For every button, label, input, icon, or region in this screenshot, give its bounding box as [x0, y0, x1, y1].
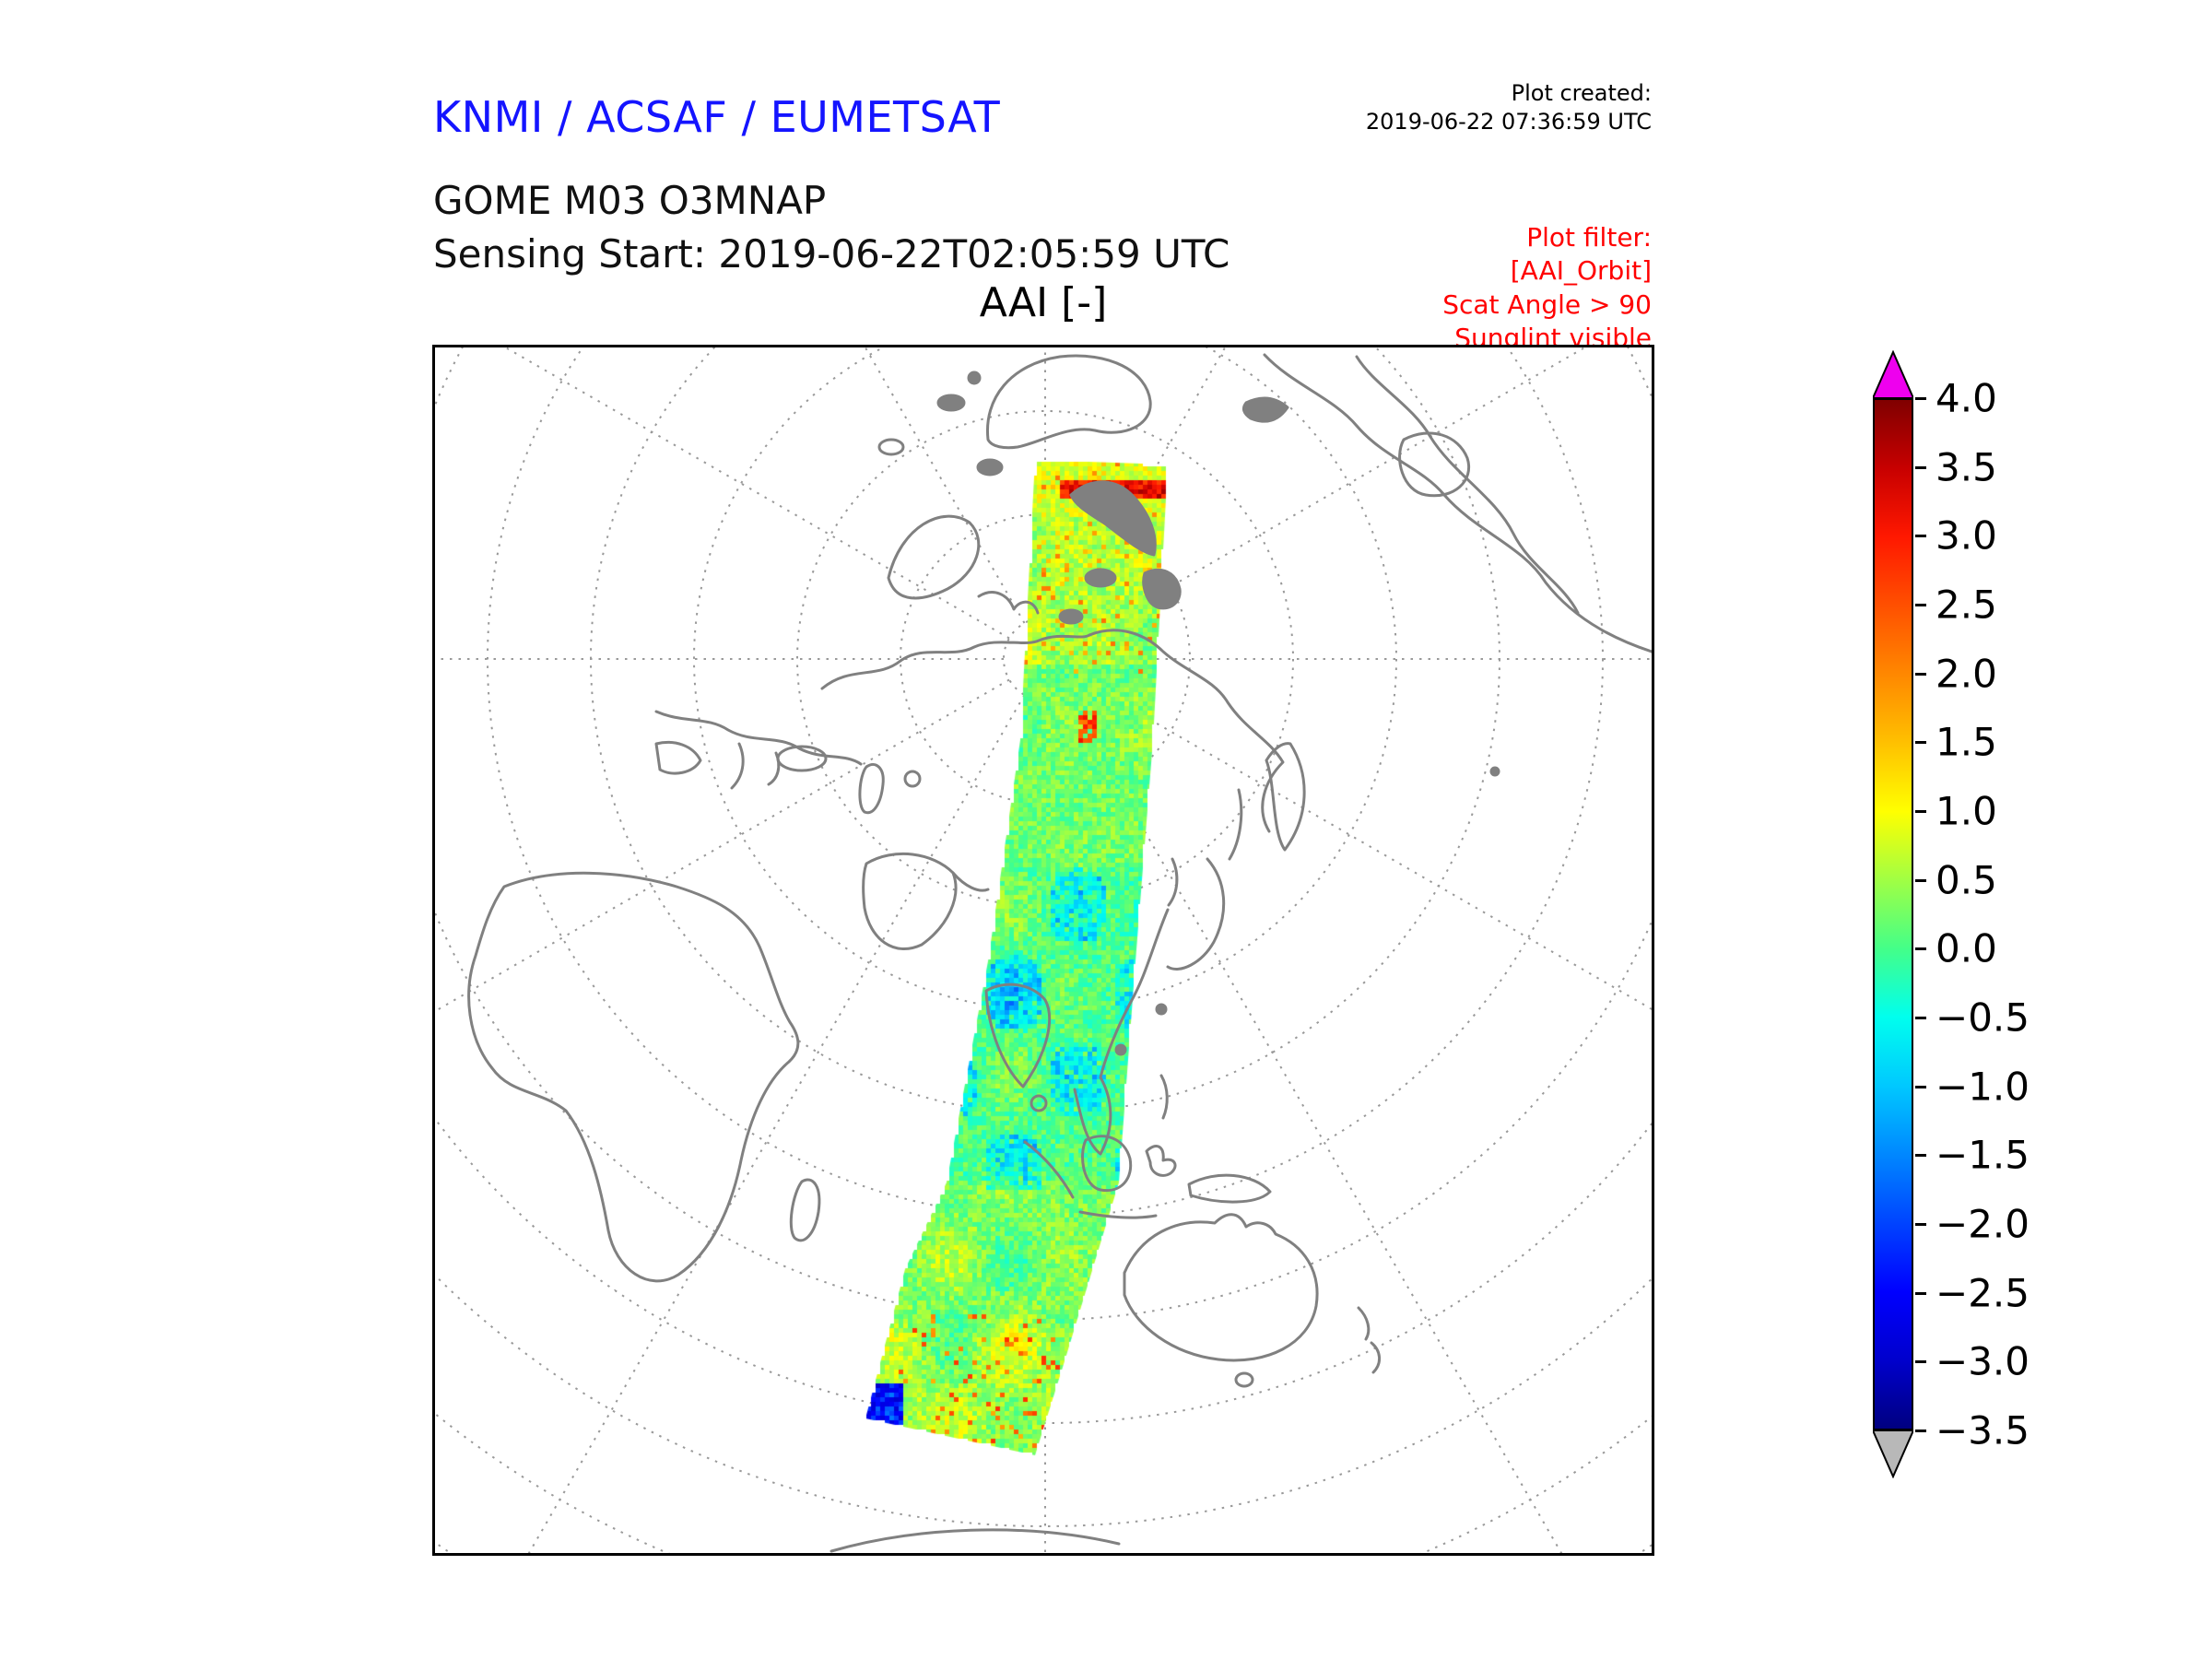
map-title: AAI [-]	[979, 279, 1108, 326]
colorbar-tick-mark	[1915, 1360, 1926, 1364]
coastline-kamchatka	[1265, 742, 1306, 852]
colorbar-tick-mark	[1915, 1017, 1926, 1019]
island-icon	[1241, 396, 1289, 423]
island-iceland	[877, 438, 905, 456]
colorbar-tick-label: −1.5	[1936, 1132, 2030, 1178]
sensing-start: Sensing Start: 2019-06-22T02:05:59 UTC	[433, 231, 1230, 276]
colorbar-tick-mark	[1915, 604, 1926, 606]
island-pacific	[1489, 766, 1500, 777]
coastline-arabia	[862, 852, 958, 950]
coastline-greenland	[985, 354, 1152, 450]
colorbar-tick-label: −3.5	[1936, 1407, 2030, 1453]
coastline-china	[1073, 908, 1170, 1156]
plot-filter-line: Scat Angle > 90	[1442, 288, 1652, 320]
coastline-north-america-inner	[1355, 355, 1580, 615]
island-philippines	[1159, 1074, 1169, 1120]
colorbar-tick-label: −0.5	[1936, 994, 2030, 1041]
coastline-japan	[1166, 857, 1226, 971]
island-new-guinea	[1187, 1173, 1272, 1204]
coastline-white-sea	[977, 591, 1040, 615]
colorbar-tick-label: −1.0	[1936, 1064, 2030, 1110]
island-icon	[1058, 608, 1084, 625]
colorbar-tick-mark	[1915, 535, 1926, 538]
colorbar-tick-mark	[1915, 741, 1926, 745]
island-icon	[936, 394, 966, 412]
colorbar-ticks: 4.0 3.5 3.0 2.5 2.0 1.5 1.0 0.5 0.0 −0.5 −1.0 −1.5 −…	[1873, 376, 2205, 1453]
island-icon	[1084, 568, 1117, 588]
colorbar-tick-mark	[1915, 947, 1926, 951]
org-title: KNMI / ACSAF / EUMETSAT	[433, 92, 1001, 142]
colorbar-tick-label: 3.0	[1936, 512, 1997, 559]
coastline-scandinavia	[887, 514, 981, 600]
colorbar-tick-mark	[1915, 1085, 1926, 1088]
product-title: GOME M03 O3MNAP	[433, 178, 827, 223]
lake-aral	[903, 770, 922, 788]
coastline-greece	[767, 751, 781, 786]
colorbar-tick-label: 1.5	[1936, 719, 1997, 765]
island-new-zealand-north	[1357, 1306, 1371, 1341]
colorbar-tick-label: 2.5	[1936, 582, 1997, 628]
island-java	[1078, 1210, 1158, 1219]
coastline-arctic-bay	[1398, 431, 1470, 498]
island-icon	[967, 371, 982, 385]
plot-created-label: Plot created:	[1511, 80, 1652, 106]
map-frame	[432, 345, 1654, 1556]
island-new-zealand-south	[1370, 1341, 1381, 1374]
coastline-europe	[654, 710, 863, 766]
colorbar-tick-mark	[1915, 1291, 1926, 1295]
island-svalbard	[976, 458, 1004, 477]
aai-swath	[435, 347, 1652, 1553]
colorbar-tick-label: 4.0	[1936, 375, 1997, 421]
coastline-north-america	[1263, 353, 1652, 653]
coastline-siberia	[1088, 629, 1285, 833]
island-hainan	[1114, 1043, 1127, 1056]
island-madagascar	[789, 1178, 821, 1242]
colorbar-tick-mark	[1915, 465, 1926, 469]
colorbar-tick-mark	[1915, 1154, 1926, 1158]
coastline-arctic-russia	[820, 633, 1091, 690]
colorbar-tick-label: 3.5	[1936, 444, 1997, 490]
coastline-italy	[730, 742, 745, 790]
plot-filter-line: [AAI_Orbit]	[1510, 255, 1652, 287]
colorbar-tick-mark	[1915, 1223, 1926, 1226]
island-sri-lanka	[1030, 1094, 1048, 1112]
colorbar-tick-mark	[1915, 810, 1926, 813]
colorbar-tick-label: 0.5	[1936, 857, 1997, 903]
colorbar-tick-mark	[1915, 672, 1926, 676]
coastline-iberia	[654, 740, 702, 775]
coastline-australia	[1123, 1213, 1319, 1362]
colorbar-tick-mark	[1915, 397, 1926, 400]
colorbar-tick-label: −3.0	[1936, 1338, 2030, 1384]
colorbar-tick-label: −2.5	[1936, 1270, 2030, 1316]
coastline-africa	[467, 871, 800, 1283]
colorbar-under-arrow	[1873, 1430, 1913, 1478]
island-tasmania	[1234, 1371, 1254, 1388]
coastline-layer	[467, 353, 1652, 1553]
lake-caspian	[858, 763, 885, 815]
colorbar: 4.0 3.5 3.0 2.5 2.0 1.5 1.0 0.5 0.0 −0.5 −1.0 −1.5 −…	[1873, 350, 2205, 1493]
plot-filter-title: Plot filter:	[1526, 222, 1652, 253]
coastline-sakhalin	[1228, 788, 1243, 861]
colorbar-tick-mark	[1915, 1430, 1926, 1432]
island-borneo	[1081, 1135, 1133, 1193]
colorbar-tick-label: 0.0	[1936, 925, 1997, 971]
plot-created-value: 2019-06-22 07:36:59 UTC	[1365, 109, 1652, 135]
coastline-persian-gulf	[951, 871, 990, 892]
colorbar-tick-mark	[1915, 878, 1926, 882]
coastline-india	[984, 982, 1052, 1088]
colorbar-gradient	[1873, 398, 1913, 1430]
island-novaya-zemlya	[1069, 480, 1157, 557]
island-sumatra	[1023, 1140, 1075, 1199]
island-sulawesi	[1145, 1145, 1177, 1177]
colorbar-over-arrow	[1873, 350, 1913, 398]
plot-created: Plot created: 2019-06-22 07:36:59 UTC	[1366, 79, 1652, 136]
coastline-antarctica	[830, 1528, 1121, 1553]
colorbar-tick-label: 1.0	[1936, 788, 1997, 834]
island-taiwan	[1155, 1003, 1168, 1016]
coastline-korea	[1167, 857, 1179, 907]
island-severnaya-zemlya	[1142, 568, 1182, 610]
colorbar-tick-label: −2.0	[1936, 1201, 2030, 1247]
colorbar-tick-label: 2.0	[1936, 651, 1997, 697]
